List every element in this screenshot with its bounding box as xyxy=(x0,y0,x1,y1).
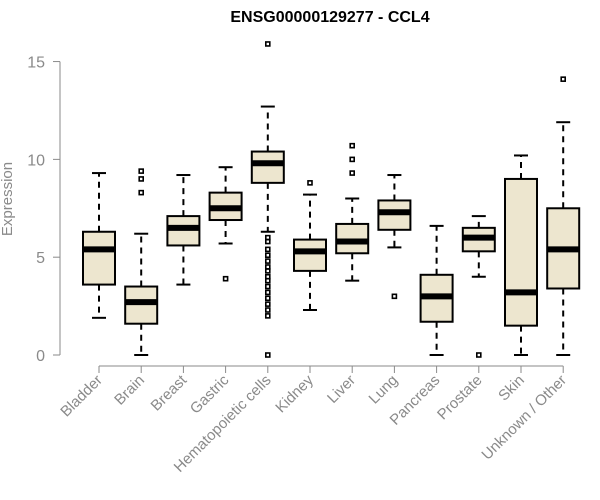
outlier-point xyxy=(264,268,271,274)
outlier-point xyxy=(349,156,356,163)
box-unknown-other xyxy=(546,76,581,356)
y-tick-label: 0 xyxy=(36,348,45,365)
outlier-point xyxy=(349,142,356,149)
box-prostate xyxy=(461,215,496,358)
outlier-point xyxy=(222,275,229,282)
y-tick-label: 15 xyxy=(27,55,45,72)
x-tick-label: Brain xyxy=(111,372,148,409)
box-skin xyxy=(504,154,538,356)
x-tick-label: Bladder xyxy=(57,372,106,421)
outlier-point xyxy=(475,352,482,358)
outlier-point xyxy=(264,295,271,302)
outlier-point xyxy=(138,168,144,174)
iqr-box xyxy=(504,177,538,327)
iqr-box xyxy=(293,238,327,272)
box-lung xyxy=(377,174,412,300)
box-hematopoietic-cells xyxy=(250,41,285,358)
chart-title: ENSG00000129277 - CCL4 xyxy=(230,9,429,26)
outlier-point xyxy=(307,180,313,186)
box-brain xyxy=(124,168,159,356)
y-tick-label: 5 xyxy=(36,250,45,267)
box-breast xyxy=(166,174,201,286)
x-tick-label: Prostate xyxy=(434,372,486,424)
outlier-point xyxy=(264,277,271,284)
outlier-point xyxy=(138,189,144,196)
y-axis-label: Expression xyxy=(0,162,16,236)
x-tick-label: Breast xyxy=(148,371,191,414)
x-tick-label: Skin xyxy=(495,372,528,405)
outlier-point xyxy=(264,301,271,307)
outlier-point xyxy=(264,258,271,264)
x-tick-label: Kidney xyxy=(272,371,317,416)
iqr-box xyxy=(250,150,285,184)
outlier-point xyxy=(264,313,271,319)
outlier-point xyxy=(264,246,271,253)
y-tick-label: 10 xyxy=(27,152,45,169)
outlier-point xyxy=(264,238,271,245)
boxes-group xyxy=(82,41,581,358)
outlier-point xyxy=(560,76,567,82)
outlier-point xyxy=(264,289,271,296)
x-tick-label: Lung xyxy=(366,372,402,408)
box-bladder xyxy=(82,172,116,319)
box-gastric xyxy=(208,166,243,282)
iqr-box xyxy=(82,230,116,286)
outlier-point xyxy=(349,170,356,176)
box-liver xyxy=(335,142,370,282)
box-pancreas xyxy=(419,224,454,356)
outlier-point xyxy=(264,352,271,358)
box-kidney xyxy=(293,180,327,312)
outlier-point xyxy=(264,307,271,313)
outlier-point xyxy=(264,252,271,259)
outlier-point xyxy=(264,41,271,47)
x-tick-label: Liver xyxy=(324,372,359,407)
outlier-point xyxy=(264,283,271,290)
outlier-point xyxy=(138,176,144,182)
outlier-point xyxy=(391,293,398,300)
